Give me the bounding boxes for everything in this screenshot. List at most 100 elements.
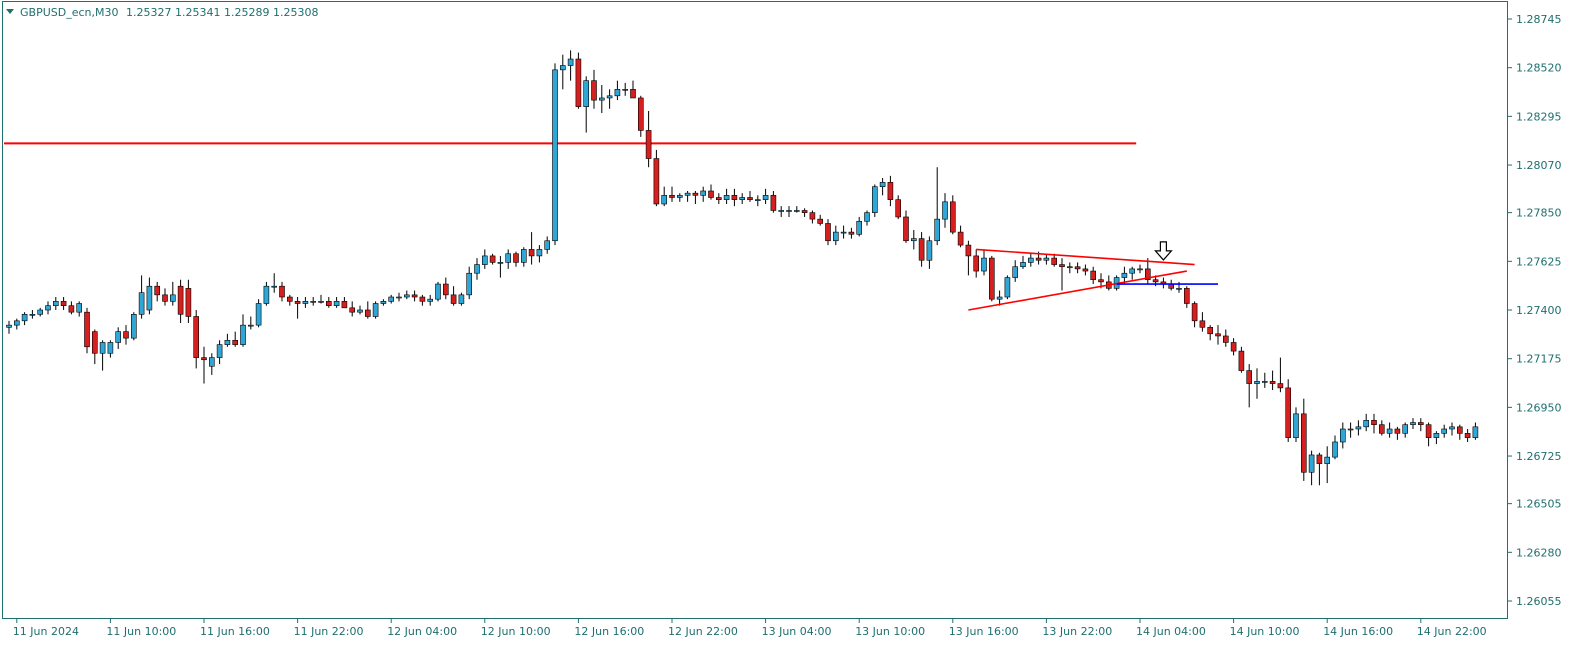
- candle: [1308, 450, 1315, 486]
- candle: [333, 297, 340, 308]
- candle: [497, 255, 504, 278]
- candle-body-up: [840, 231, 847, 234]
- candle-body-down: [1207, 327, 1213, 335]
- candle: [942, 193, 948, 228]
- candle: [60, 297, 67, 310]
- candle: [170, 281, 176, 306]
- candle: [692, 191, 699, 204]
- candle: [918, 232, 925, 267]
- candle-body-down: [957, 231, 964, 246]
- candle-body-up: [942, 201, 948, 220]
- candle: [583, 76, 590, 133]
- candle: [1441, 424, 1447, 438]
- x-tick-label: 12 Jun 16:00: [574, 625, 644, 638]
- candle: [630, 80, 636, 99]
- y-tick-label: 1.27625: [1516, 255, 1562, 268]
- candle: [29, 310, 36, 319]
- candle-body-up: [1176, 288, 1182, 290]
- x-tick-label: 11 Jun 2024: [13, 625, 79, 638]
- candle: [1410, 418, 1416, 429]
- candle-body-down: [653, 158, 660, 205]
- candle-body-up: [1043, 257, 1050, 261]
- candle-body-up: [1137, 268, 1143, 271]
- candle-body-down: [1051, 257, 1057, 265]
- candle-body-down: [1230, 342, 1237, 352]
- candle: [871, 184, 878, 217]
- candle: [661, 186, 668, 207]
- candle-body-down: [1457, 426, 1463, 434]
- candle-body-down: [770, 195, 777, 211]
- x-tick-label: 13 Jun 10:00: [855, 625, 925, 638]
- y-tick-label: 1.27850: [1516, 207, 1562, 220]
- candle: [21, 312, 28, 326]
- candle: [926, 236, 933, 269]
- candle: [739, 193, 746, 204]
- candle-body-up: [37, 309, 44, 315]
- candle: [653, 149, 660, 207]
- candle: [474, 258, 480, 280]
- markers-layer: [1154, 241, 1173, 261]
- candle: [552, 63, 558, 246]
- candle: [388, 294, 395, 304]
- candle-body-up: [248, 324, 254, 327]
- y-tick-label: 1.26055: [1516, 595, 1562, 608]
- x-tick-label: 12 Jun 22:00: [668, 625, 738, 638]
- candle: [747, 191, 753, 202]
- triangle-trendline: [976, 248, 1195, 266]
- candle: [786, 206, 792, 217]
- x-tick-label: 13 Jun 22:00: [1042, 625, 1112, 638]
- candle-body-up: [762, 195, 769, 200]
- candle: [778, 206, 785, 217]
- candle: [848, 227, 855, 239]
- candle-body-down: [162, 294, 168, 302]
- candle-body-up: [778, 210, 785, 212]
- candle: [801, 208, 808, 217]
- candle-body-up: [107, 342, 114, 354]
- candle: [341, 297, 348, 309]
- candle-body-up: [559, 65, 566, 71]
- symbol-dropdown-icon[interactable]: [6, 9, 14, 14]
- candle: [1293, 407, 1299, 442]
- x-tick-label: 14 Jun 22:00: [1417, 625, 1487, 638]
- candle-body-up: [21, 314, 28, 322]
- candle: [559, 54, 566, 90]
- candle-body-down: [1418, 422, 1424, 425]
- candle-body-down: [364, 309, 371, 317]
- y-tick-label: 1.28520: [1516, 62, 1562, 75]
- candle-body-up: [99, 342, 106, 354]
- candle: [209, 353, 215, 375]
- candle: [1340, 422, 1346, 449]
- candle-body-up: [435, 283, 441, 300]
- candle: [856, 216, 863, 237]
- candle-body-down: [1379, 424, 1385, 434]
- candle-body-down: [1082, 268, 1089, 272]
- candle-body-down: [1223, 335, 1229, 343]
- candle-body-down: [1301, 413, 1307, 473]
- candle-body-up: [879, 182, 886, 187]
- candle-body-down: [1269, 381, 1276, 384]
- candle: [591, 69, 597, 109]
- candle: [193, 310, 199, 369]
- candle-body-up: [754, 199, 761, 201]
- candle-body-up: [723, 195, 730, 200]
- candle: [840, 225, 847, 239]
- candle-body-up: [1340, 428, 1346, 443]
- candle-body-down: [669, 195, 675, 198]
- candle-body-up: [1293, 413, 1299, 438]
- candle: [684, 191, 691, 202]
- x-tick-label: 12 Jun 10:00: [481, 625, 551, 638]
- y-axis: 1.28745 1.28520 1.28295 1.28070 1.27850 1.276…: [1507, 13, 1562, 608]
- candle-body-up: [146, 285, 153, 311]
- candle: [1082, 264, 1089, 276]
- x-tick-label: 11 Jun 16:00: [200, 625, 270, 638]
- candle: [271, 273, 278, 293]
- candle: [676, 193, 683, 202]
- candle: [68, 301, 75, 315]
- candle-body-up: [138, 292, 145, 315]
- candle: [715, 193, 722, 204]
- candle-body-down: [154, 285, 160, 296]
- candle-body-down: [528, 249, 535, 257]
- candle-body-up: [910, 238, 917, 242]
- candle-body-up: [1472, 426, 1479, 438]
- candle-body-up: [684, 192, 691, 196]
